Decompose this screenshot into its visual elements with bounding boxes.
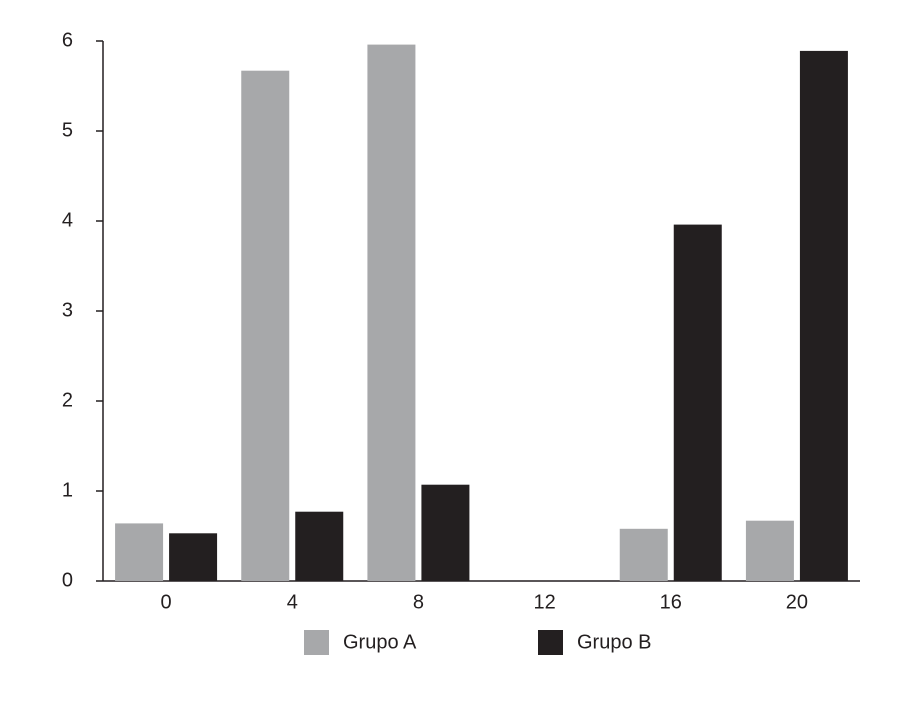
x-tick-label: 0 bbox=[161, 591, 172, 613]
y-tick-label: 1 bbox=[62, 479, 73, 501]
bar bbox=[241, 70, 290, 581]
bar bbox=[619, 528, 668, 581]
bar bbox=[745, 520, 794, 581]
x-tick-label: 8 bbox=[413, 591, 424, 613]
y-tick-label: 3 bbox=[62, 299, 73, 321]
x-tick-label: 4 bbox=[287, 591, 298, 613]
bar bbox=[169, 533, 218, 581]
y-tick-label: 6 bbox=[62, 29, 73, 51]
bar bbox=[295, 511, 344, 581]
x-tick-label: 12 bbox=[533, 591, 555, 613]
x-tick-label: 20 bbox=[786, 591, 808, 613]
y-tick-label: 4 bbox=[62, 209, 73, 231]
bar bbox=[421, 484, 470, 581]
bar bbox=[799, 50, 848, 581]
legend-swatch bbox=[304, 630, 329, 655]
x-tick-label: 16 bbox=[660, 591, 682, 613]
legend-label: Grupo B bbox=[577, 631, 651, 653]
legend-swatch bbox=[538, 630, 563, 655]
y-tick-label: 2 bbox=[62, 389, 73, 411]
bar bbox=[115, 523, 164, 581]
y-tick-label: 0 bbox=[62, 569, 73, 591]
y-tick-label: 5 bbox=[62, 119, 73, 141]
legend-label: Grupo A bbox=[343, 631, 417, 653]
bar bbox=[673, 224, 722, 581]
bar bbox=[367, 44, 416, 582]
